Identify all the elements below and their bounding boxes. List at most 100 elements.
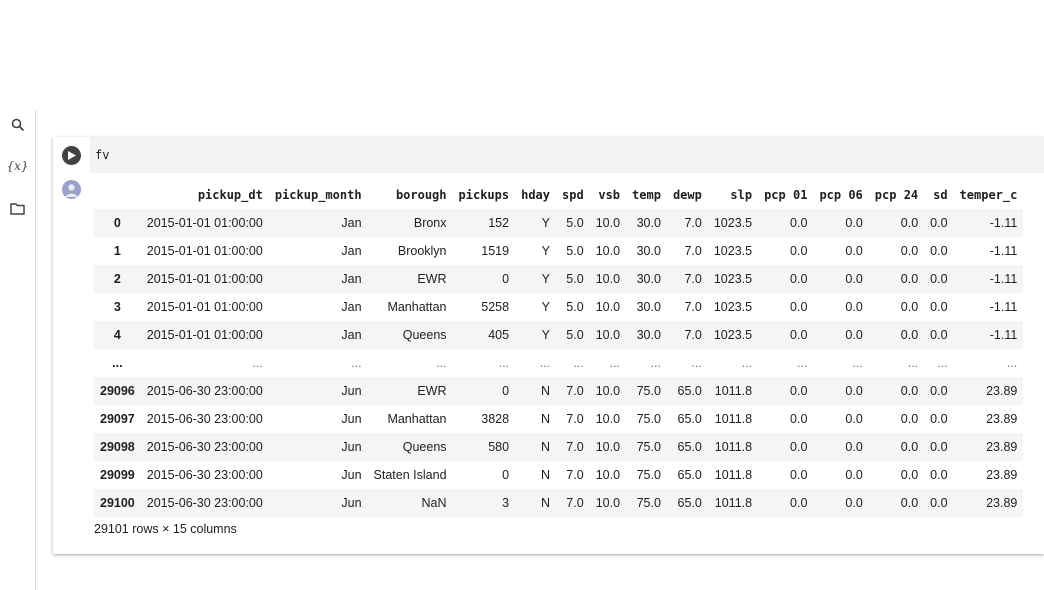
table-cell: N xyxy=(540,412,550,426)
table-cell: 65.0 xyxy=(677,440,702,454)
table-cell: N xyxy=(540,468,550,482)
table-cell: ... xyxy=(797,356,808,370)
table-cell: 0.0 xyxy=(900,440,919,454)
row-index: 0 xyxy=(113,216,121,230)
table-cell: ... xyxy=(573,356,584,370)
table-cell: 10.0 xyxy=(595,384,621,398)
table-cell: 0.0 xyxy=(845,216,863,230)
table-cell: ... xyxy=(1006,356,1018,370)
table-cell: ... xyxy=(907,356,919,370)
table-cell: ... xyxy=(252,356,263,370)
dataframe-table: pickup_dt pickup_month borough pickups hday s… xyxy=(94,181,1024,517)
table-cell: 10.0 xyxy=(595,440,621,454)
table-cell: 0 xyxy=(502,384,510,398)
play-icon xyxy=(68,151,76,160)
table-cell: Jan xyxy=(341,300,362,314)
table-cell: 152 xyxy=(488,216,510,230)
table-row: 0 2015-01-01 01:00:00 Jan Bronx 152 Y 5.0 10.0 3… xyxy=(94,209,1024,237)
table-cell: 0.0 xyxy=(930,468,948,482)
table-cell: 2015-06-30 23:00:00 xyxy=(146,440,263,454)
column-header: pickup_month xyxy=(274,188,362,202)
table-cell: 0.0 xyxy=(930,496,948,510)
table-cell: Queens xyxy=(402,440,447,454)
table-cell: 0.0 xyxy=(845,440,863,454)
table-cell: 10.0 xyxy=(595,328,621,342)
table-cell: -1.11 xyxy=(989,244,1018,258)
table-cell: 65.0 xyxy=(677,496,702,510)
table-cell: 75.0 xyxy=(636,468,661,482)
table-cell: ... xyxy=(650,356,661,370)
table-cell: ... xyxy=(498,356,510,370)
table-cell: 1011.8 xyxy=(714,468,753,482)
table-cell: 0.0 xyxy=(845,496,863,510)
table-cell: 23.89 xyxy=(986,440,1018,454)
table-cell: Jun xyxy=(341,440,362,454)
table-cell: 65.0 xyxy=(677,412,702,426)
variables-icon[interactable]: {x} xyxy=(6,159,29,173)
table-cell: 0.0 xyxy=(845,328,863,342)
table-cell: Y xyxy=(541,328,550,342)
table-cell: 0.0 xyxy=(790,468,808,482)
table-row: 29098 2015-06-30 23:00:00 Jun Queens 580 N 7.0… xyxy=(94,433,1024,461)
table-cell: ... xyxy=(852,356,863,370)
table-cell: 0.0 xyxy=(900,272,919,286)
table-cell: 30.0 xyxy=(636,272,661,286)
table-cell: ... xyxy=(609,356,621,370)
table-row: 1 2015-01-01 01:00:00 Jan Brooklyn 1519 Y 5.0 1… xyxy=(94,237,1023,265)
table-cell: 7.0 xyxy=(684,300,702,314)
table-cell: 75.0 xyxy=(636,496,661,510)
table-cell: Bronx xyxy=(413,216,447,230)
column-header: pcp 01 xyxy=(764,188,808,202)
code-editor[interactable]: fv xyxy=(90,137,1044,173)
table-cell: 10.0 xyxy=(595,496,621,510)
table-cell: 10.0 xyxy=(595,412,621,426)
table-cell: 0.0 xyxy=(790,300,808,314)
table-cell: 2015-01-01 01:00:00 xyxy=(146,272,263,286)
table-cell: 1011.8 xyxy=(714,384,753,398)
table-cell: 30.0 xyxy=(636,244,661,258)
column-header: hday xyxy=(521,188,550,202)
table-cell: 2015-01-01 01:00:00 xyxy=(146,328,263,342)
table-body: 0 2015-01-01 01:00:00 Jan Bronx 152 Y 5.0 10.0 3… xyxy=(94,209,1024,517)
column-header: temp xyxy=(632,188,661,202)
table-cell: 7.0 xyxy=(684,272,702,286)
table-cell: 10.0 xyxy=(595,244,621,258)
column-header: vsb xyxy=(598,188,621,202)
table-cell: 0.0 xyxy=(930,440,948,454)
table-cell: ... xyxy=(351,356,362,370)
table-cell: Staten Island xyxy=(373,468,447,482)
table-cell: Manhattan xyxy=(387,300,447,314)
table-cell: Jan xyxy=(341,244,362,258)
column-header: sd xyxy=(933,188,948,202)
table-cell: 2015-01-01 01:00:00 xyxy=(146,216,263,230)
table-row: 2 2015-01-01 01:00:00 Jan EWR 0 Y 5.0 10.0 30.0 7… xyxy=(94,265,1024,293)
table-cell: 1023.5 xyxy=(713,328,753,342)
cell-output: pickup_dt pickup_month borough pickups hday s… xyxy=(94,181,1024,536)
table-cell: NaN xyxy=(421,496,447,510)
column-header: borough xyxy=(395,188,447,202)
row-index: 29100 xyxy=(100,496,135,510)
row-index: 29096 xyxy=(100,384,135,398)
table-cell: 10.0 xyxy=(595,216,621,230)
output-avatar-icon xyxy=(62,180,81,199)
row-index: 29097 xyxy=(100,412,135,426)
search-icon[interactable] xyxy=(0,118,35,132)
table-cell: 5.0 xyxy=(566,328,584,342)
table-cell: 1011.8 xyxy=(714,440,753,454)
run-cell-button[interactable] xyxy=(62,146,81,165)
table-cell: 75.0 xyxy=(636,384,661,398)
table-cell: 1023.5 xyxy=(713,300,753,314)
folder-icon[interactable] xyxy=(0,202,35,215)
column-header: dewp xyxy=(672,188,702,202)
table-cell: 0.0 xyxy=(790,216,808,230)
column-header: pcp 24 xyxy=(874,188,919,202)
table-cell: 7.0 xyxy=(566,440,584,454)
table-cell: 10.0 xyxy=(595,272,621,286)
table-cell: 5.0 xyxy=(566,272,584,286)
table-cell: 75.0 xyxy=(636,412,661,426)
table-cell: 10.0 xyxy=(595,300,621,314)
table-cell: N xyxy=(540,496,550,510)
table-cell: 1023.5 xyxy=(713,216,753,230)
table-cell: 3828 xyxy=(481,412,510,426)
table-row: 4 2015-01-01 01:00:00 Jan Queens 405 Y 5.0 10.0… xyxy=(94,321,1024,349)
